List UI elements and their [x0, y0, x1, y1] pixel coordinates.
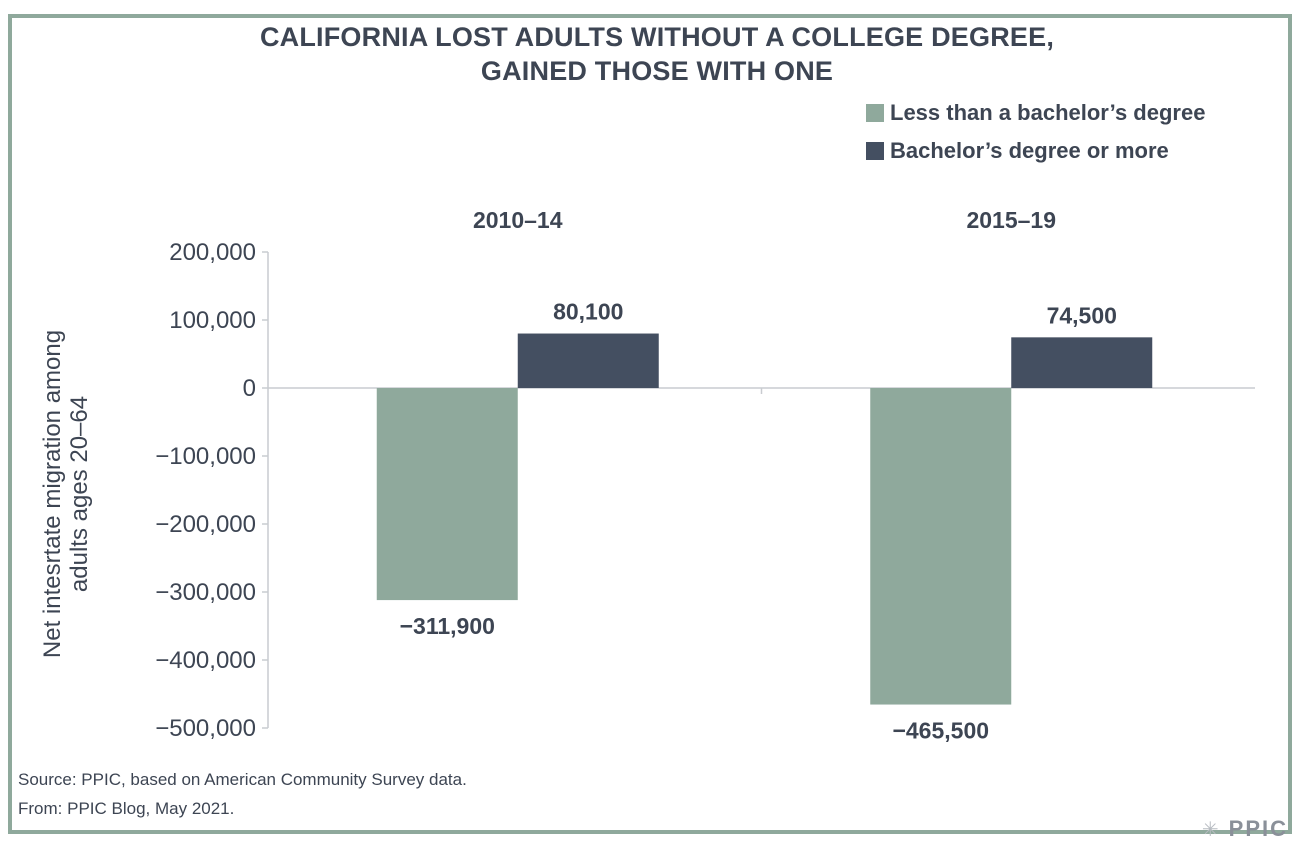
category-label: 2010–14 — [473, 207, 563, 233]
legend-item-bachelors-or-more: Bachelor’s degree or more — [866, 132, 1205, 170]
source-note: Source: PPIC, based on American Communit… — [18, 770, 467, 789]
data-label: −311,900 — [400, 613, 495, 639]
legend-label-less-than-bachelors: Less than a bachelor’s degree — [890, 100, 1206, 125]
chart-legend: Less than a bachelor’s degree Bachelor’s… — [866, 94, 1205, 170]
legend-swatch-less-than-bachelors — [866, 104, 884, 122]
logo-text: PPIC — [1228, 816, 1288, 841]
y-tick-label: 100,000 — [169, 307, 256, 334]
y-tick-label: −500,000 — [155, 715, 256, 742]
y-axis-title: Net intesrtate migration amongadults age… — [39, 330, 93, 658]
y-tick-label: 0 — [243, 375, 256, 402]
y-tick-label: −200,000 — [155, 511, 256, 538]
y-tick-label: 200,000 — [169, 239, 256, 266]
bar — [870, 388, 1012, 705]
chart-title-line-1: CALIFORNIA LOST ADULTS WITHOUT A COLLEGE… — [259, 22, 1055, 52]
y-tick-label: −300,000 — [155, 579, 256, 606]
from-note: From: PPIC Blog, May 2021. — [18, 799, 235, 818]
legend-item-less-than-bachelors: Less than a bachelor’s degree — [866, 94, 1205, 132]
y-axis-title-line: Net intesrtate migration among — [39, 330, 66, 658]
bar — [517, 333, 659, 388]
data-label: 74,500 — [1047, 302, 1117, 328]
y-axis-title-line: adults ages 20–64 — [66, 396, 93, 592]
chart-title: CALIFORNIA LOST ADULTS WITHOUT A COLLEGE… — [0, 20, 1314, 88]
bar — [1011, 337, 1153, 388]
bar — [376, 388, 518, 601]
y-tick-label: −400,000 — [155, 647, 256, 674]
chart-frame — [8, 14, 1292, 834]
y-tick-label: −100,000 — [155, 443, 256, 470]
legend-label-bachelors-or-more: Bachelor’s degree or more — [890, 138, 1169, 163]
sunburst-icon: ✳ — [1201, 818, 1219, 841]
ppic-logo: ✳ PPIC — [1202, 816, 1288, 842]
chart-title-line-2: GAINED THOSE WITH ONE — [480, 56, 834, 86]
category-label: 2015–19 — [966, 207, 1056, 233]
legend-swatch-bachelors-or-more — [866, 142, 884, 160]
data-label: −465,500 — [892, 718, 989, 744]
data-label: 80,100 — [553, 299, 623, 325]
